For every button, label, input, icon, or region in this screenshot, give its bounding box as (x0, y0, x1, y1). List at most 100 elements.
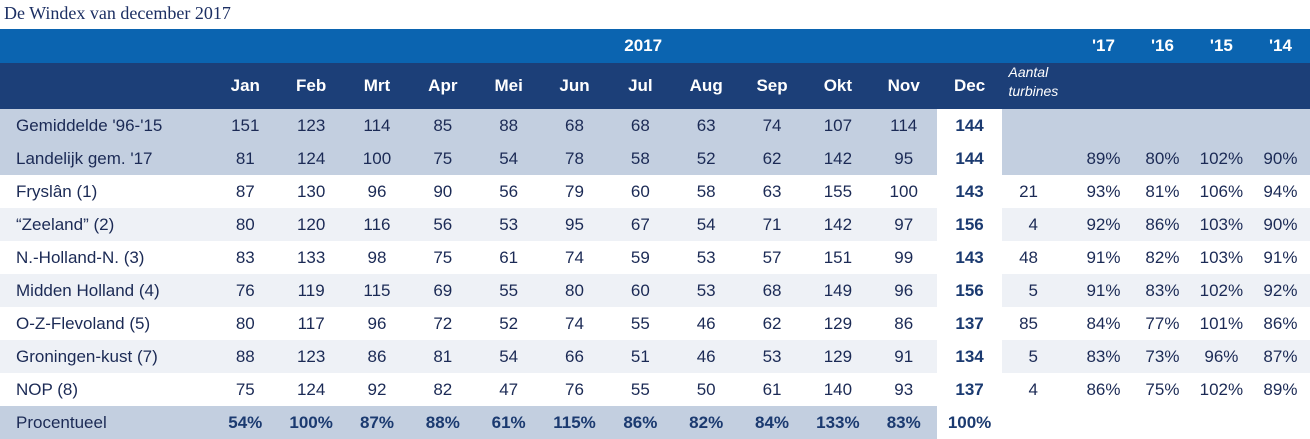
year-percent-value: 91% (1250, 241, 1310, 274)
year-percent-value: 106% (1191, 175, 1251, 208)
month-value: 60 (607, 175, 674, 208)
month-value: 55 (607, 373, 674, 406)
month-value: 56 (409, 208, 476, 241)
month-value: 75 (409, 142, 476, 175)
table-row: Midden Holland (4) 76 119 115 69 55 80 60 53 68 14… (0, 274, 1310, 307)
month-value: 75 (212, 373, 279, 406)
month-value: 62 (739, 142, 805, 175)
month-value: 95 (870, 142, 937, 175)
year-percent-value: 81% (1132, 175, 1192, 208)
month-value: 56 (475, 175, 542, 208)
year-percent-value: 91% (1074, 274, 1133, 307)
year-col-header: '14 (1250, 29, 1310, 63)
month-value: 63 (739, 175, 805, 208)
empty-cell (1132, 406, 1192, 439)
month-value: 92 (344, 373, 410, 406)
row-label: “Zeeland” (2) (0, 208, 213, 241)
month-value: 107 (804, 109, 871, 142)
month-value: 143 (936, 241, 1003, 274)
month-value: 119 (278, 274, 345, 307)
turbines-value: 4 (1002, 373, 1074, 406)
month-value: 54 (475, 142, 542, 175)
percent-value: 54% (212, 406, 279, 439)
year-percent-value: 84% (1074, 307, 1133, 340)
month-header: Mei (475, 63, 542, 109)
year-percent-value (1074, 109, 1133, 142)
month-header: Okt (804, 63, 871, 109)
month-value: 156 (936, 208, 1003, 241)
month-value: 99 (870, 241, 937, 274)
percent-value: 86% (607, 406, 674, 439)
month-value: 46 (673, 340, 740, 373)
percent-value: 87% (344, 406, 410, 439)
year-percent-value: 86% (1074, 373, 1133, 406)
month-value: 47 (475, 373, 542, 406)
year-percent-value: 86% (1250, 307, 1310, 340)
year-col-header: '16 (1132, 29, 1192, 63)
month-value: 74 (739, 109, 805, 142)
month-value: 149 (804, 274, 871, 307)
month-value: 97 (870, 208, 937, 241)
month-value: 61 (475, 241, 542, 274)
month-header: Jun (541, 63, 608, 109)
month-value: 68 (541, 109, 608, 142)
row-label: Procentueel (0, 406, 213, 439)
month-value: 74 (541, 241, 608, 274)
month-value: 114 (344, 109, 410, 142)
year-percent-value (1191, 109, 1251, 142)
month-value: 123 (278, 340, 345, 373)
month-value: 79 (541, 175, 608, 208)
turbines-value: 48 (1002, 241, 1074, 274)
month-value: 76 (212, 274, 279, 307)
month-value: 63 (673, 109, 740, 142)
percent-value: 115% (541, 406, 608, 439)
month-value: 75 (409, 241, 476, 274)
month-value: 71 (739, 208, 805, 241)
year-percent-value: 82% (1132, 241, 1192, 274)
month-header: Jan (212, 63, 279, 109)
year-percent-value: 80% (1132, 142, 1192, 175)
month-value: 76 (541, 373, 608, 406)
month-value: 88 (475, 109, 542, 142)
month-value: 155 (804, 175, 871, 208)
month-value: 51 (607, 340, 674, 373)
month-value: 88 (212, 340, 279, 373)
month-value: 66 (541, 340, 608, 373)
month-value: 52 (673, 142, 740, 175)
month-value: 74 (541, 307, 608, 340)
percent-value: 84% (739, 406, 805, 439)
month-value: 130 (278, 175, 345, 208)
month-header: Aug (673, 63, 740, 109)
month-value: 96 (344, 307, 410, 340)
month-value: 142 (804, 142, 871, 175)
month-header: Jul (607, 63, 674, 109)
month-header: Apr (409, 63, 476, 109)
month-value: 87 (212, 175, 279, 208)
row-label: Groningen-kust (7) (0, 340, 213, 373)
table-row: Fryslân (1) 87 130 96 90 56 79 60 58 63 155 100 143 2… (0, 175, 1310, 208)
month-value: 61 (739, 373, 805, 406)
month-value: 120 (278, 208, 345, 241)
row-label: Gemiddelde '96-'15 (0, 109, 213, 142)
month-value: 95 (541, 208, 608, 241)
month-value: 83 (212, 241, 279, 274)
month-value: 114 (870, 109, 937, 142)
turbines-value (1002, 142, 1074, 175)
month-value: 59 (607, 241, 674, 274)
month-value: 55 (475, 274, 542, 307)
year-percent-value: 83% (1132, 274, 1192, 307)
year-percent-value: 87% (1250, 340, 1310, 373)
year-percent-value: 102% (1191, 142, 1251, 175)
row-label: Landelijk gem. '17 (0, 142, 213, 175)
month-value: 140 (804, 373, 871, 406)
year-percent-value: 94% (1250, 175, 1310, 208)
month-value: 53 (739, 340, 805, 373)
month-value: 142 (804, 208, 871, 241)
month-value: 98 (344, 241, 410, 274)
month-value: 151 (212, 109, 279, 142)
year-percent-value: 89% (1250, 373, 1310, 406)
month-value: 116 (344, 208, 410, 241)
turbines-value: 5 (1002, 340, 1074, 373)
month-header: Mrt (344, 63, 410, 109)
month-value: 134 (936, 340, 1003, 373)
